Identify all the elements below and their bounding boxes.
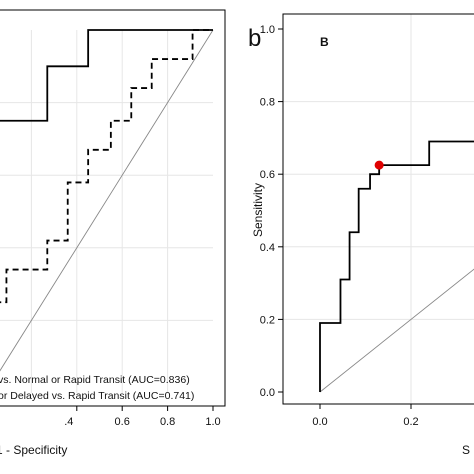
left-legend: vs. Normal or Rapid Transit (AUC=0.836) … <box>0 374 194 402</box>
left-diagonal-reference-line <box>0 29 214 372</box>
roc-curve-right <box>319 140 474 392</box>
left-curves <box>0 29 213 304</box>
roc-curve-solid <box>0 29 213 122</box>
left-plot-frame <box>0 9 226 407</box>
right-panel: b B 0.0 0.2 0.4 0.0 0.2 0.4 0.6 0.8 1.0 Sensiti… <box>248 13 474 457</box>
right-y-tick-label: 0.4 <box>260 242 275 254</box>
right-x-ticks: 0.00.20.4 <box>312 404 419 428</box>
roc-curve-dashed <box>0 29 213 304</box>
right-x-tick-label: 0.2 <box>403 416 418 428</box>
left-x-axis-label: 1 - Specificity <box>0 443 67 457</box>
right-x-tick-label: 0.0 <box>312 416 327 428</box>
right-x-axis-label: S <box>462 443 470 457</box>
right-plot-frame <box>282 13 474 405</box>
right-y-tick-label: 0.0 <box>260 387 275 399</box>
right-y-tick-label: 0.8 <box>260 97 275 109</box>
panel-tag-B: B <box>320 35 329 49</box>
left-grid <box>0 30 213 393</box>
right-y-ticks: 0.0 0.2 0.4 0.6 0.8 1.0 <box>260 24 283 399</box>
legend-entry-dashed: or Delayed vs. Rapid Transit (AUC=0.741) <box>0 390 194 402</box>
left-x-ticks: .4 0.6 0.8 1.0 <box>64 406 221 428</box>
right-y-axis-label: Sensitivity <box>251 183 265 237</box>
legend-entry-solid: vs. Normal or Rapid Transit (AUC=0.836) <box>0 374 190 386</box>
right-curves <box>319 140 474 392</box>
left-x-tick-label: 0.8 <box>160 416 175 428</box>
panel-letter-b: b <box>248 25 261 52</box>
left-x-tick-label: 0.6 <box>115 416 130 428</box>
left-x-tick-label: .4 <box>64 416 73 428</box>
right-y-tick-label: 0.6 <box>260 169 275 181</box>
right-y-tick-label: 0.2 <box>260 314 275 326</box>
left-panel: .4 0.6 0.8 1.0 vs. Normal or Rapid Transit … <box>0 9 226 457</box>
left-x-tick-label: 1.0 <box>205 416 220 428</box>
right-y-tick-label: 1.0 <box>260 24 275 36</box>
optimal-cutoff-point <box>374 160 384 170</box>
right-diagonal-reference-line <box>319 268 474 393</box>
